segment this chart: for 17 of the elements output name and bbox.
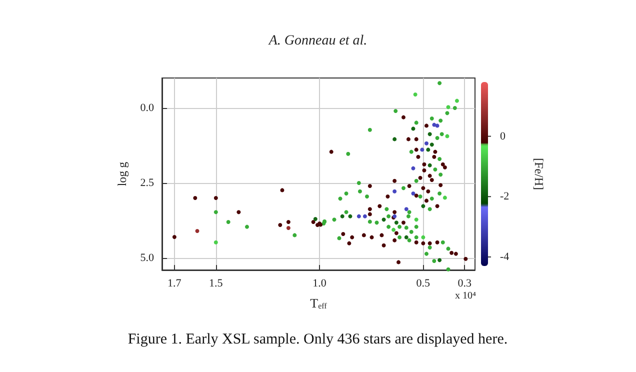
x-tick-label: 1.7 [168, 278, 182, 290]
y-tick-label: 2.5 [140, 177, 154, 189]
color-bar-label: -4 [500, 250, 510, 263]
x-tick-label: 1.5 [209, 278, 224, 290]
color-bar-title: [Fe/H] [532, 158, 546, 190]
caption: Figure 1. Early XSL sample. Only 436 stars are displayed here. [128, 332, 508, 348]
x-axis-title: Teff [310, 296, 328, 310]
color-bar-label: -2 [500, 190, 510, 203]
x-tick-label: 0.5 [416, 278, 431, 290]
x-tick-label: 1.0 [312, 278, 327, 290]
text: A. Gonneau et al. [268, 34, 368, 48]
x-tick-label: 0.3 [458, 278, 472, 290]
color-bar-label: 0 [500, 130, 506, 142]
y-tick-label: 5.0 [140, 252, 154, 264]
y-tick-label: 0.0 [140, 102, 154, 114]
y-axis-title: log g [115, 162, 129, 186]
text: x 10⁴ [455, 290, 476, 302]
